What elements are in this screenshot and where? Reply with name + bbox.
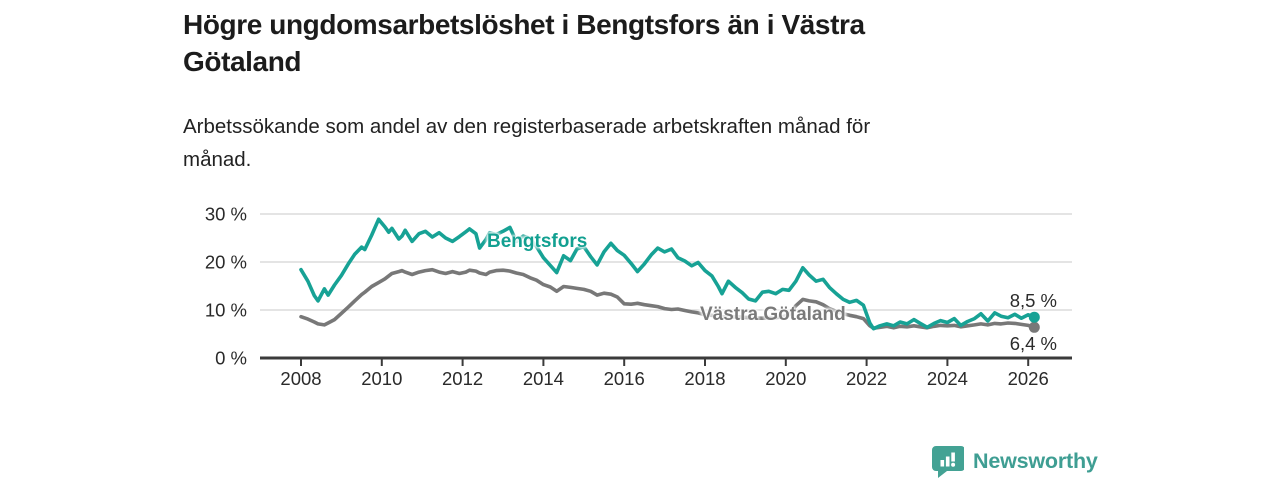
page-title-line2: Götaland	[183, 46, 302, 77]
x-tick-label: 2020	[765, 368, 806, 389]
y-tick-label: 0 %	[215, 348, 247, 369]
series-label-bengtsfors: Bengtsfors	[487, 231, 588, 252]
newsworthy-logo-text: Newsworthy	[973, 448, 1098, 473]
series-line-bengtsfors	[299, 217, 1037, 331]
x-tick-label: 2014	[523, 368, 564, 389]
x-tick-label: 2024	[927, 368, 968, 389]
end-dot-bengtsfors	[1028, 311, 1040, 323]
x-tick-label: 2026	[1008, 368, 1049, 389]
x-tick-label: 2016	[604, 368, 645, 389]
end-value-label-vastra-gotaland: 6,4 %	[1009, 333, 1057, 354]
newsworthy-logo-icon	[932, 445, 964, 478]
y-tick-label: 20 %	[205, 252, 247, 273]
page-title: Högre ungdomsarbetslöshet i Bengtsfors ä…	[183, 6, 1013, 80]
y-tick-label: 30 %	[205, 204, 247, 225]
x-tick-label: 2012	[442, 368, 483, 389]
y-tick-label: 10 %	[205, 300, 247, 321]
chart-subtitle: Arbetssökande som andel av den registerb…	[183, 110, 1043, 176]
newsworthy-logo: Newsworthy	[932, 444, 1098, 478]
series-line-v-stra-g-taland	[299, 267, 1037, 331]
chart-subtitle-line1: Arbetssökande som andel av den registerb…	[183, 115, 871, 138]
page-title-line1: Högre ungdomsarbetslöshet i Bengtsfors ä…	[183, 9, 865, 40]
chart-subtitle-line2: månad.	[183, 148, 252, 171]
end-value-label-bengtsfors: 8,5 %	[1009, 290, 1057, 311]
x-tick-label: 2022	[846, 368, 887, 389]
end-dot-v-stra-g-taland	[1028, 321, 1040, 333]
x-tick-label: 2010	[361, 368, 402, 389]
x-tick-label: 2018	[684, 368, 725, 389]
series-label-vastra-gotaland: Västra Götaland	[700, 304, 846, 325]
x-tick-label: 2008	[280, 368, 321, 389]
